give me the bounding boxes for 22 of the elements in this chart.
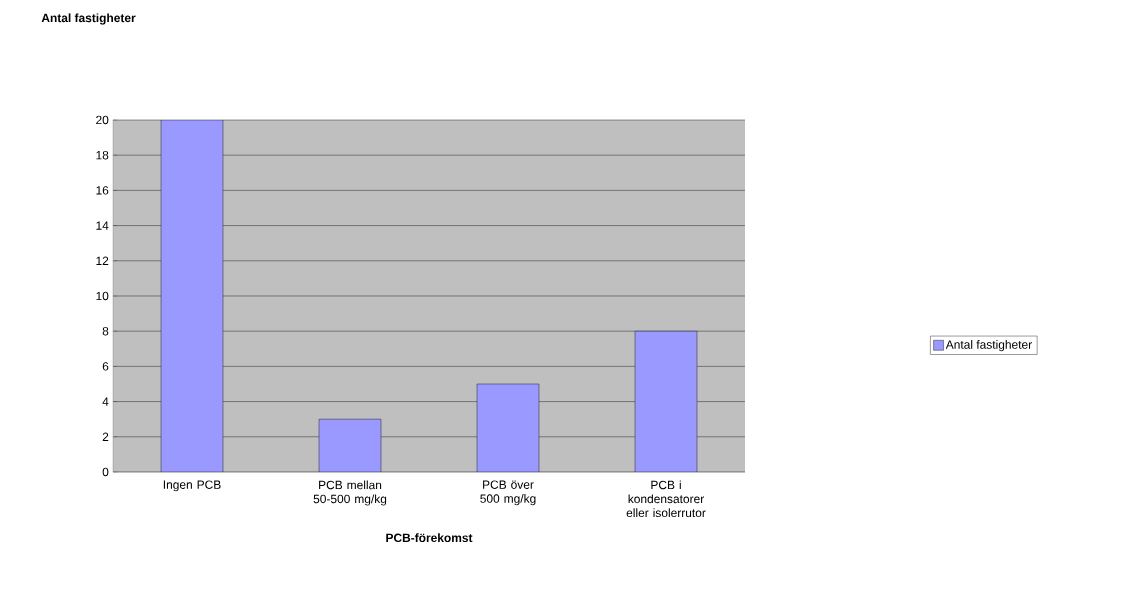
- y-tick-label: 6: [102, 362, 109, 371]
- bar: [160, 119, 224, 472]
- bar: [318, 418, 382, 472]
- y-tick-label: 14: [96, 221, 109, 230]
- x-axis-title: PCB-förekomst: [386, 533, 473, 543]
- x-tick-label: PCB i kondensatorer eller isolerrutor: [626, 480, 706, 518]
- x-tick-label: PCB mellan 50-500 mg/kg: [313, 480, 387, 506]
- y-tick-label: 20: [96, 115, 109, 125]
- y-tick-label: 2: [102, 432, 109, 441]
- y-tick-label: 18: [96, 150, 109, 160]
- y-tick-label: 12: [96, 256, 109, 265]
- y-tick-label: 4: [102, 397, 109, 406]
- y-tick-label: 16: [96, 186, 109, 195]
- legend-label: Antal fastigheter: [945, 340, 1032, 352]
- y-tick-label: 8: [102, 326, 109, 336]
- x-tick-label: Ingen PCB: [163, 480, 221, 492]
- y-tick-label: 0: [102, 467, 109, 477]
- x-tick-label: PCB över 500 mg/kg: [480, 480, 536, 506]
- bar: [634, 330, 698, 472]
- chart-title: Antal fastigheter: [41, 13, 136, 25]
- y-tick-label: 10: [96, 291, 109, 301]
- bar: [476, 383, 540, 472]
